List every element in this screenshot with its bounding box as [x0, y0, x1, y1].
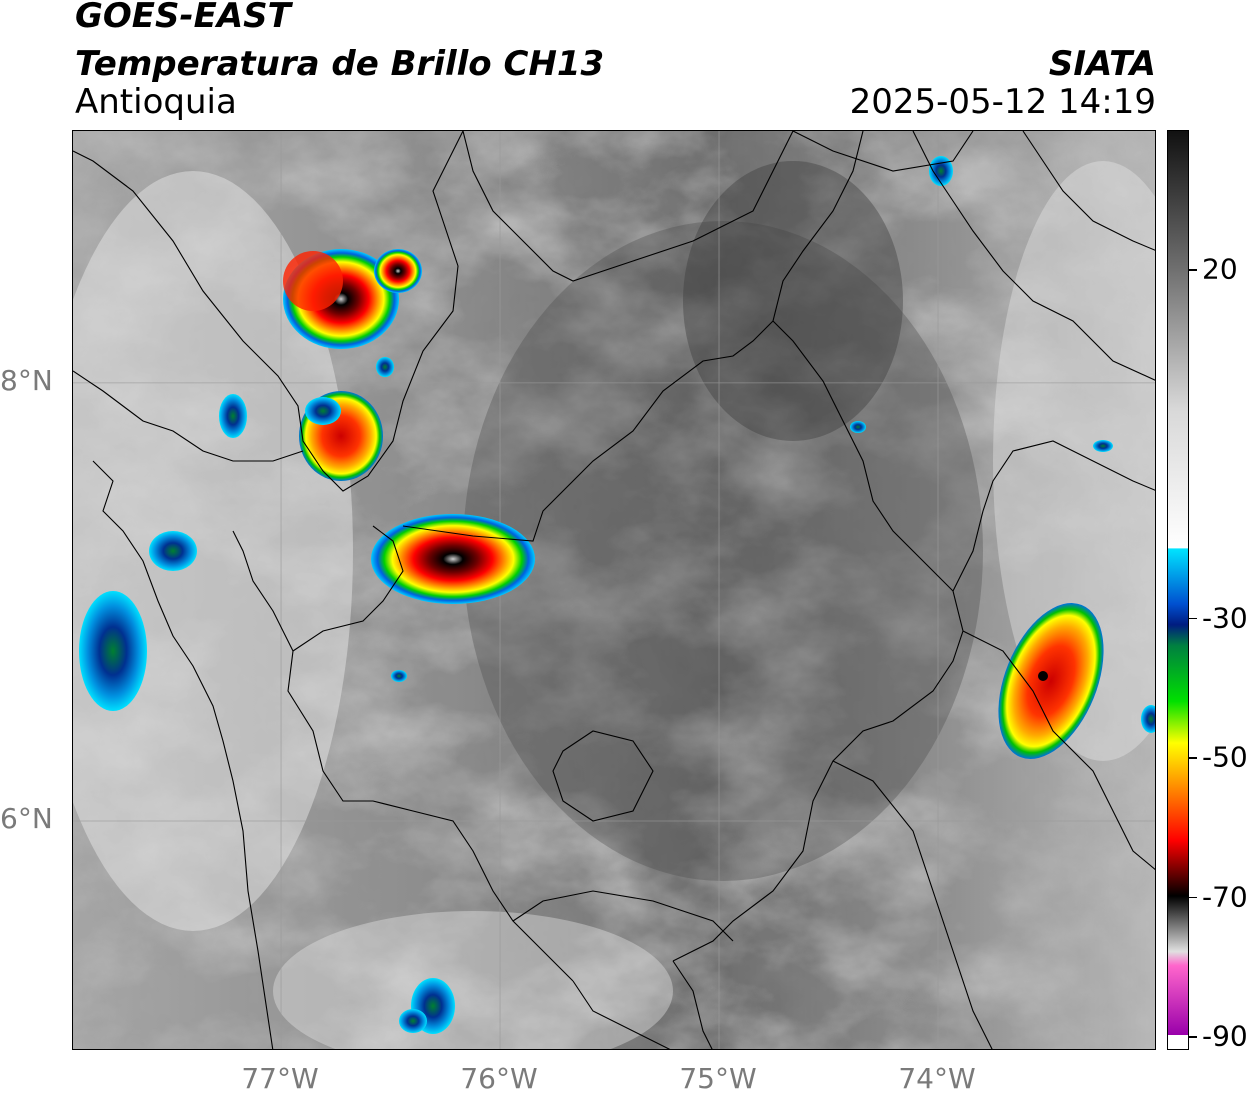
longitude-label: 74°W	[898, 1062, 976, 1095]
boundary-panama	[73, 370, 304, 462]
fine-texture	[73, 131, 1155, 1049]
longitude-label: 75°W	[679, 1062, 757, 1095]
cold-cloud-pacific	[79, 591, 147, 711]
boundary-cordoba	[462, 131, 794, 282]
storm-cell-uraba-north-east[interactable]	[374, 249, 422, 293]
cold-cloud-gulf	[219, 394, 247, 438]
bright-cloud-east	[993, 161, 1155, 761]
boundary-valley	[552, 730, 654, 822]
colorbar-tick	[1189, 617, 1197, 620]
cold-cloud-edge-east	[1141, 705, 1155, 733]
cold-cloud-small-2	[1093, 440, 1113, 452]
colorbar-label: -70	[1202, 880, 1248, 914]
coastline-caribbean	[73, 131, 464, 492]
latitude-label: 8°N	[0, 363, 53, 397]
organization-label: SIATA	[1048, 44, 1156, 84]
colorbar-label: -50	[1202, 740, 1248, 774]
graticule	[73, 131, 1155, 1049]
warm-ground-north	[683, 161, 903, 441]
title-product: Temperatura de Brillo CH13	[75, 44, 605, 84]
boundary-bolivar	[792, 131, 974, 172]
boundary-risaralda	[672, 960, 713, 1049]
boundary-north-east	[912, 131, 1155, 381]
coastline-pacific	[92, 460, 274, 1049]
map-canvas	[73, 131, 1155, 1049]
cold-cloud-west	[149, 531, 197, 571]
boundary-boyaca	[962, 630, 1155, 871]
longitude-label: 76°W	[460, 1062, 538, 1095]
boundary-antioquia-east	[672, 320, 964, 962]
boundary-choco-inner	[232, 530, 294, 652]
storm-cell-east-core	[1038, 671, 1048, 681]
colorbar-tick	[1189, 757, 1197, 759]
longitude-label: 77°W	[241, 1062, 319, 1095]
title-region: Antioquia	[75, 82, 237, 122]
colorbar-label: -30	[1202, 601, 1248, 635]
boundary-santander	[952, 440, 1155, 592]
warm-ground-region	[463, 221, 983, 881]
timestamp-label: 2025-05-12 14:19	[849, 82, 1156, 122]
storm-cells	[79, 156, 1155, 1034]
storm-cell-south-west-2	[399, 1009, 427, 1033]
boundary-antioquia-west	[287, 525, 574, 982]
cold-cloud-small-4	[376, 357, 394, 377]
cold-cloud-small-3	[391, 670, 407, 682]
storm-cell-east[interactable]	[978, 588, 1125, 775]
satellite-map[interactable]	[72, 130, 1156, 1050]
storm-anvil-mid	[305, 397, 341, 425]
boundary-antioquia-north	[402, 131, 864, 542]
colorbar	[1167, 130, 1189, 1050]
latitude-label: 6°N	[0, 802, 53, 835]
colorbar-label: 20	[1202, 252, 1238, 286]
bright-cloud-south	[273, 911, 673, 1049]
boundaries	[73, 131, 1155, 1049]
boundary-caldas	[572, 980, 671, 1049]
boundary-cundinamarca	[832, 760, 993, 1049]
title-satellite: GOES-EAST	[75, 0, 291, 36]
colorbar-tick	[1189, 269, 1197, 271]
colorbar-label: -90	[1202, 1019, 1248, 1053]
colorbar-tick	[1189, 1036, 1197, 1038]
bright-cloud-west	[73, 171, 353, 931]
storm-cell-uraba-north-core	[283, 251, 343, 311]
cold-cloud-small-1	[850, 421, 866, 433]
colorbar-tick	[1189, 896, 1197, 899]
boundary-cesar	[1022, 131, 1155, 251]
storm-cell-central-west[interactable]	[371, 514, 535, 604]
boundary-antioquia-south	[512, 890, 734, 942]
